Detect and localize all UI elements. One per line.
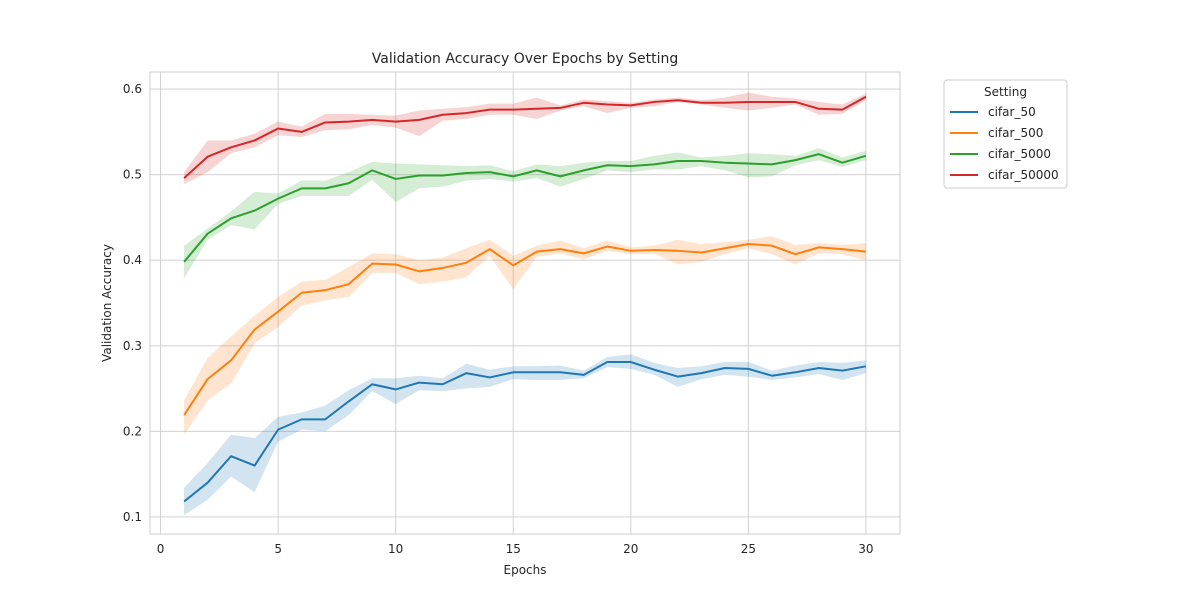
confidence-band-cifar_50 bbox=[184, 354, 866, 516]
series-line-cifar_500 bbox=[183, 242, 867, 416]
y-tick-label: 0.4 bbox=[123, 253, 142, 267]
legend-item-cifar_50: cifar_50 bbox=[950, 105, 1036, 119]
y-tick-label: 0.5 bbox=[123, 168, 142, 182]
legend-box bbox=[943, 79, 1068, 189]
legend-item-cifar_50000: cifar_50000 bbox=[950, 168, 1059, 182]
legend: Setting cifar_50cifar_500cifar_5000cifar… bbox=[943, 79, 1068, 189]
plot-frame bbox=[149, 71, 901, 535]
x-tick-label: 25 bbox=[741, 542, 756, 556]
x-tick-label: 15 bbox=[506, 542, 521, 556]
legend-label: cifar_500 bbox=[988, 126, 1043, 140]
x-tick-label: 10 bbox=[388, 542, 403, 556]
x-tick-label: 0 bbox=[157, 542, 165, 556]
chart-title: Validation Accuracy Over Epochs by Setti… bbox=[372, 51, 678, 67]
series-lines bbox=[183, 95, 867, 503]
legend-items: cifar_50 cifar_500 cifar_5000 cifar_50000 bbox=[950, 105, 1059, 182]
confidence-band-cifar_500 bbox=[184, 236, 866, 435]
series-line-cifar_50 bbox=[183, 361, 867, 503]
plot-area bbox=[150, 72, 900, 534]
grid bbox=[150, 72, 900, 534]
series-line-cifar_50000 bbox=[183, 95, 867, 179]
legend-label: cifar_5000 bbox=[988, 147, 1051, 161]
legend-label: cifar_50000 bbox=[988, 168, 1059, 182]
x-tick-labels: 0 5 10 15 20 25 30 bbox=[157, 542, 874, 556]
legend-item-cifar_500: cifar_500 bbox=[950, 126, 1043, 140]
x-tick-label: 5 bbox=[274, 542, 282, 556]
y-axis-label: Validation Accuracy bbox=[100, 244, 114, 362]
legend-title: Setting bbox=[984, 85, 1027, 99]
legend-item-cifar_5000: cifar_5000 bbox=[950, 147, 1051, 161]
x-tick-label: 30 bbox=[858, 542, 873, 556]
legend-label: cifar_50 bbox=[988, 105, 1036, 119]
y-tick-label: 0.3 bbox=[123, 339, 142, 353]
y-tick-label: 0.6 bbox=[123, 82, 142, 96]
confidence-band-cifar_50000 bbox=[184, 92, 866, 185]
series-line-cifar_5000 bbox=[183, 153, 867, 263]
y-tick-label: 0.1 bbox=[123, 510, 142, 524]
x-axis-label: Epochs bbox=[504, 563, 547, 577]
x-tick-label: 20 bbox=[623, 542, 638, 556]
y-tick-labels: 0.1 0.2 0.3 0.4 0.5 0.6 bbox=[123, 82, 142, 524]
y-tick-label: 0.2 bbox=[123, 424, 142, 438]
